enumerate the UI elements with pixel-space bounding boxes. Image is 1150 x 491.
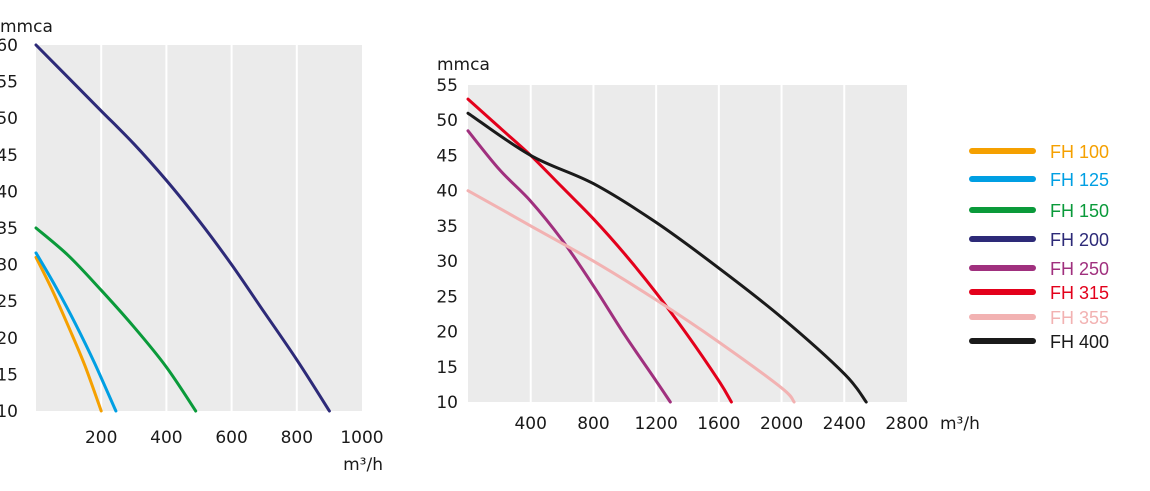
x-tick-label: 800 xyxy=(281,428,313,448)
series-line-fh-150 xyxy=(34,226,198,413)
y-tick-label: 40 xyxy=(0,182,18,202)
y-tick-label: 55 xyxy=(0,73,18,93)
y-tick-label: 45 xyxy=(0,146,18,166)
legend-label: FH 150 xyxy=(1050,201,1109,221)
legend: FH 100 FH 125 FH 150 FH 200 FH 250 FH 315 FH 3… xyxy=(969,142,1109,352)
plot-area xyxy=(36,45,362,411)
y-tick-label: 30 xyxy=(436,252,458,272)
x-tick-label: 200 xyxy=(85,428,117,448)
x-tick-label: 800 xyxy=(577,414,609,434)
y-tick-label: 20 xyxy=(0,329,18,349)
y-tick-label: 25 xyxy=(436,287,458,307)
y-tick-label: 10 xyxy=(436,393,458,413)
x-tick-label: 400 xyxy=(150,428,182,448)
legend-label: FH 315 xyxy=(1050,283,1109,303)
x-tick-label: 2400 xyxy=(823,414,866,434)
x-axis-label: m³/h xyxy=(343,455,383,475)
legend-label: FH 200 xyxy=(1050,230,1109,250)
y-tick-label: 35 xyxy=(0,219,18,239)
series-line-fh-355 xyxy=(466,189,796,404)
series-line-fh-100 xyxy=(34,255,103,413)
x-tick-label: 1200 xyxy=(635,414,678,434)
legend-label: FH 400 xyxy=(1050,332,1109,352)
y-tick-label: 45 xyxy=(436,146,458,166)
series-line-fh-400 xyxy=(466,111,868,404)
y-tick-label: 55 xyxy=(436,76,458,96)
y-tick-label: 35 xyxy=(436,217,458,237)
y-tick-label: 15 xyxy=(436,358,458,378)
x-tick-label: 2000 xyxy=(760,414,803,434)
legend-label: FH 125 xyxy=(1050,170,1109,190)
legend-label: FH 250 xyxy=(1050,259,1109,279)
y-tick-label: 40 xyxy=(436,182,458,202)
x-tick-label: 1600 xyxy=(697,414,740,434)
y-tick-label: 25 xyxy=(0,292,18,312)
x-tick-label: 1000 xyxy=(340,428,383,448)
series-line-fh-125 xyxy=(34,251,118,413)
y-tick-label: 60 xyxy=(0,36,18,56)
series-line-fh-315 xyxy=(466,97,733,404)
x-tick-label: 600 xyxy=(215,428,247,448)
y-tick-label: 30 xyxy=(0,256,18,276)
left-chart: 60 55 50 45 40 35 30 25 20 15 10 200 400 600 800 1000 mm… xyxy=(0,17,384,475)
right-chart: 55 50 45 40 35 30 25 20 15 10 400 800 1200 1600 2000 24… xyxy=(436,55,980,434)
series-line-fh-200 xyxy=(34,43,331,413)
y-tick-label: 50 xyxy=(436,111,458,131)
legend-label: FH 355 xyxy=(1050,308,1109,328)
legend-label: FH 100 xyxy=(1050,142,1109,162)
series-line-fh-250 xyxy=(466,129,672,404)
y-tick-label: 15 xyxy=(0,365,18,385)
y-axis-label: mmca xyxy=(0,17,53,37)
x-tick-label: 2800 xyxy=(885,414,928,434)
y-tick-label: 50 xyxy=(0,109,18,129)
y-tick-label: 20 xyxy=(436,323,458,343)
y-axis-label: mmca xyxy=(437,55,490,75)
y-tick-label: 10 xyxy=(0,402,18,422)
x-axis-label: m³/h xyxy=(940,414,980,434)
x-tick-label: 400 xyxy=(514,414,546,434)
